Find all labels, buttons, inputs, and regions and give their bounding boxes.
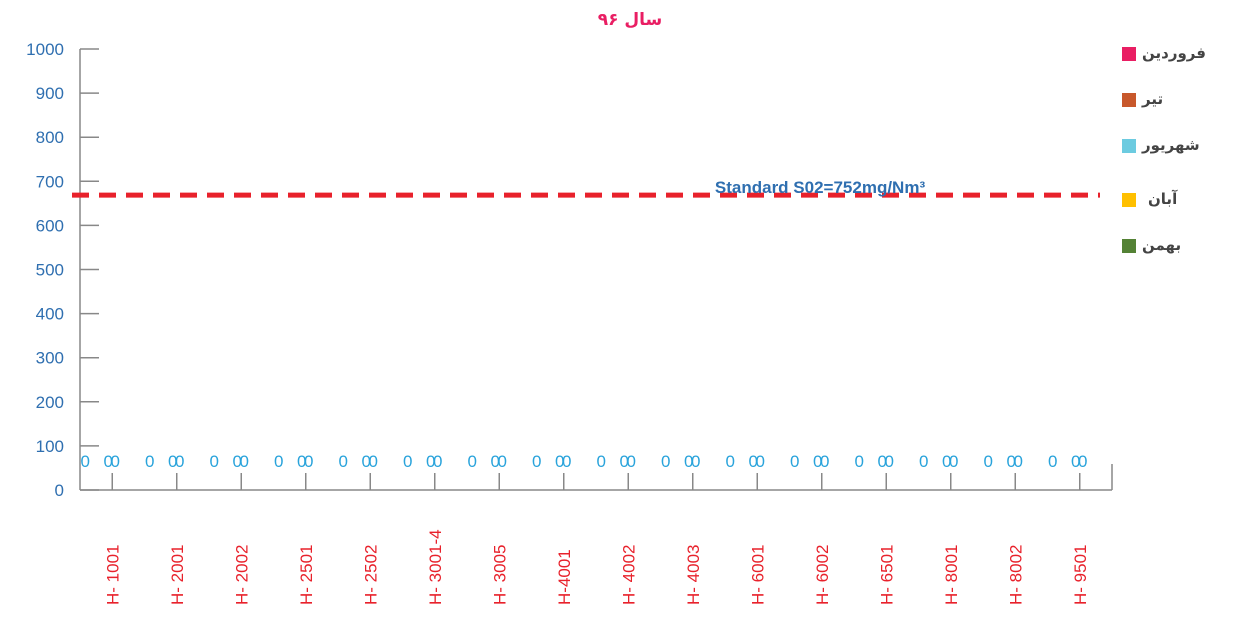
data-label: 0 xyxy=(813,452,822,471)
data-label: 0 xyxy=(403,452,412,471)
data-label: 0 xyxy=(820,452,829,471)
data-label: 0 xyxy=(1007,452,1016,471)
data-label: 0 xyxy=(1071,452,1080,471)
legend-label-3: آبان xyxy=(1148,190,1178,208)
data-label: 0 xyxy=(1048,452,1057,471)
data-label: 0 xyxy=(949,452,958,471)
data-label: 0 xyxy=(885,452,894,471)
x-tick-label: H- 2502 xyxy=(361,545,380,605)
x-tick-label: H- 4003 xyxy=(684,545,703,605)
chart-title: سال ۹۶ xyxy=(597,10,663,30)
data-label: 0 xyxy=(233,452,242,471)
y-tick-label: 200 xyxy=(36,393,64,412)
data-label: 0 xyxy=(1014,452,1023,471)
legend-label-0: فروردین xyxy=(1142,44,1206,62)
data-label: 0 xyxy=(145,452,154,471)
legend-item-0: فروردین xyxy=(1110,44,1230,72)
x-tick-label: H- 6501 xyxy=(877,545,896,605)
data-label: 0 xyxy=(491,452,500,471)
data-label: 0 xyxy=(691,452,700,471)
data-label: 0 xyxy=(661,452,670,471)
legend-item-1: تیر xyxy=(1110,90,1230,118)
data-label: 0 xyxy=(168,452,177,471)
y-tick-label: 100 xyxy=(36,437,64,456)
legend-swatch-2 xyxy=(1122,139,1136,153)
legend-label-4: بهمن xyxy=(1142,236,1182,254)
data-label: 0 xyxy=(620,452,629,471)
x-tick-label: H- 9501 xyxy=(1071,545,1090,605)
data-label: 0 xyxy=(555,452,564,471)
reference-line-label: Standard S02=752mg/Nm³ xyxy=(715,178,926,197)
data-label: 0 xyxy=(81,452,90,471)
legend-swatch-0 xyxy=(1122,47,1136,61)
y-tick-label: 700 xyxy=(36,172,64,191)
data-label: 0 xyxy=(855,452,864,471)
data-label: 0 xyxy=(468,452,477,471)
data-label: 0 xyxy=(274,452,283,471)
y-tick-label: 400 xyxy=(36,305,64,324)
data-label: 0 xyxy=(1078,452,1087,471)
data-label: 0 xyxy=(684,452,693,471)
data-label: 0 xyxy=(304,452,313,471)
data-label: 0 xyxy=(426,452,435,471)
data-label: 0 xyxy=(369,452,378,471)
x-tick-label: H- 8001 xyxy=(942,545,961,605)
legend-swatch-1 xyxy=(1122,93,1136,107)
y-tick-label: 0 xyxy=(55,481,64,500)
data-label: 0 xyxy=(597,452,606,471)
x-tick-label: H- 8002 xyxy=(1006,545,1025,605)
legend-item-2: شهریور xyxy=(1110,136,1230,164)
data-label: 0 xyxy=(433,452,442,471)
data-label: 0 xyxy=(297,452,306,471)
data-label: 0 xyxy=(919,452,928,471)
y-tick-label: 300 xyxy=(36,349,64,368)
x-axis: H- 1001 H- 2001 H- 2002 H- 2501 H- 2502 H- 30… xyxy=(80,464,1113,605)
data-label: 0 xyxy=(984,452,993,471)
data-label: 0 xyxy=(532,452,541,471)
y-tick-label: 600 xyxy=(36,216,64,235)
data-label: 0 xyxy=(790,452,799,471)
x-tick-label: H- 2002 xyxy=(232,545,251,605)
x-tick-label: H-4001 xyxy=(555,549,574,605)
x-tick-label: H- 3005 xyxy=(490,545,509,605)
data-label: 0 xyxy=(240,452,249,471)
y-tick-label: 900 xyxy=(36,84,64,103)
data-labels: 0 00 0 00 0 00 0 00 0 00 0 00 0 00 0 00 0 00 0 00 0 00 0 00 0 00 0… xyxy=(81,452,1088,471)
data-label: 0 xyxy=(104,452,113,471)
x-tick-label: H- 6001 xyxy=(748,545,767,605)
data-label: 0 xyxy=(756,452,765,471)
data-label: 0 xyxy=(726,452,735,471)
reference-line-group: Standard S02=752mg/Nm³ xyxy=(72,178,1100,198)
legend-label-1: تیر xyxy=(1142,90,1164,108)
legend-label-2: شهریور xyxy=(1142,136,1200,154)
data-label: 0 xyxy=(749,452,758,471)
data-label: 0 xyxy=(627,452,636,471)
y-tick-label: 1000 xyxy=(26,40,64,59)
x-tick-label: H- 3001-4 xyxy=(426,529,445,605)
data-label: 0 xyxy=(942,452,951,471)
y-tick-label: 800 xyxy=(36,128,64,147)
legend-swatch-3 xyxy=(1122,193,1136,207)
legend-item-4: بهمن xyxy=(1110,236,1230,264)
x-tick-label: H- 2001 xyxy=(168,545,187,605)
x-tick-label: H- 4002 xyxy=(619,545,638,605)
y-axis: 0 100 200 300 400 500 600 700 800 900 1000 xyxy=(26,40,99,500)
data-label: 0 xyxy=(362,452,371,471)
data-label: 0 xyxy=(339,452,348,471)
data-label: 0 xyxy=(562,452,571,471)
data-label: 0 xyxy=(111,452,120,471)
data-label: 0 xyxy=(878,452,887,471)
data-label: 0 xyxy=(498,452,507,471)
data-label: 0 xyxy=(175,452,184,471)
x-tick-label: H- 2501 xyxy=(297,545,316,605)
x-tick-label: H- 1001 xyxy=(103,545,122,605)
data-label: 0 xyxy=(210,452,219,471)
legend-swatch-4 xyxy=(1122,239,1136,253)
x-tick-label: H- 6002 xyxy=(813,545,832,605)
legend-item-3: آبان xyxy=(1110,190,1230,218)
y-tick-label: 500 xyxy=(36,261,64,280)
